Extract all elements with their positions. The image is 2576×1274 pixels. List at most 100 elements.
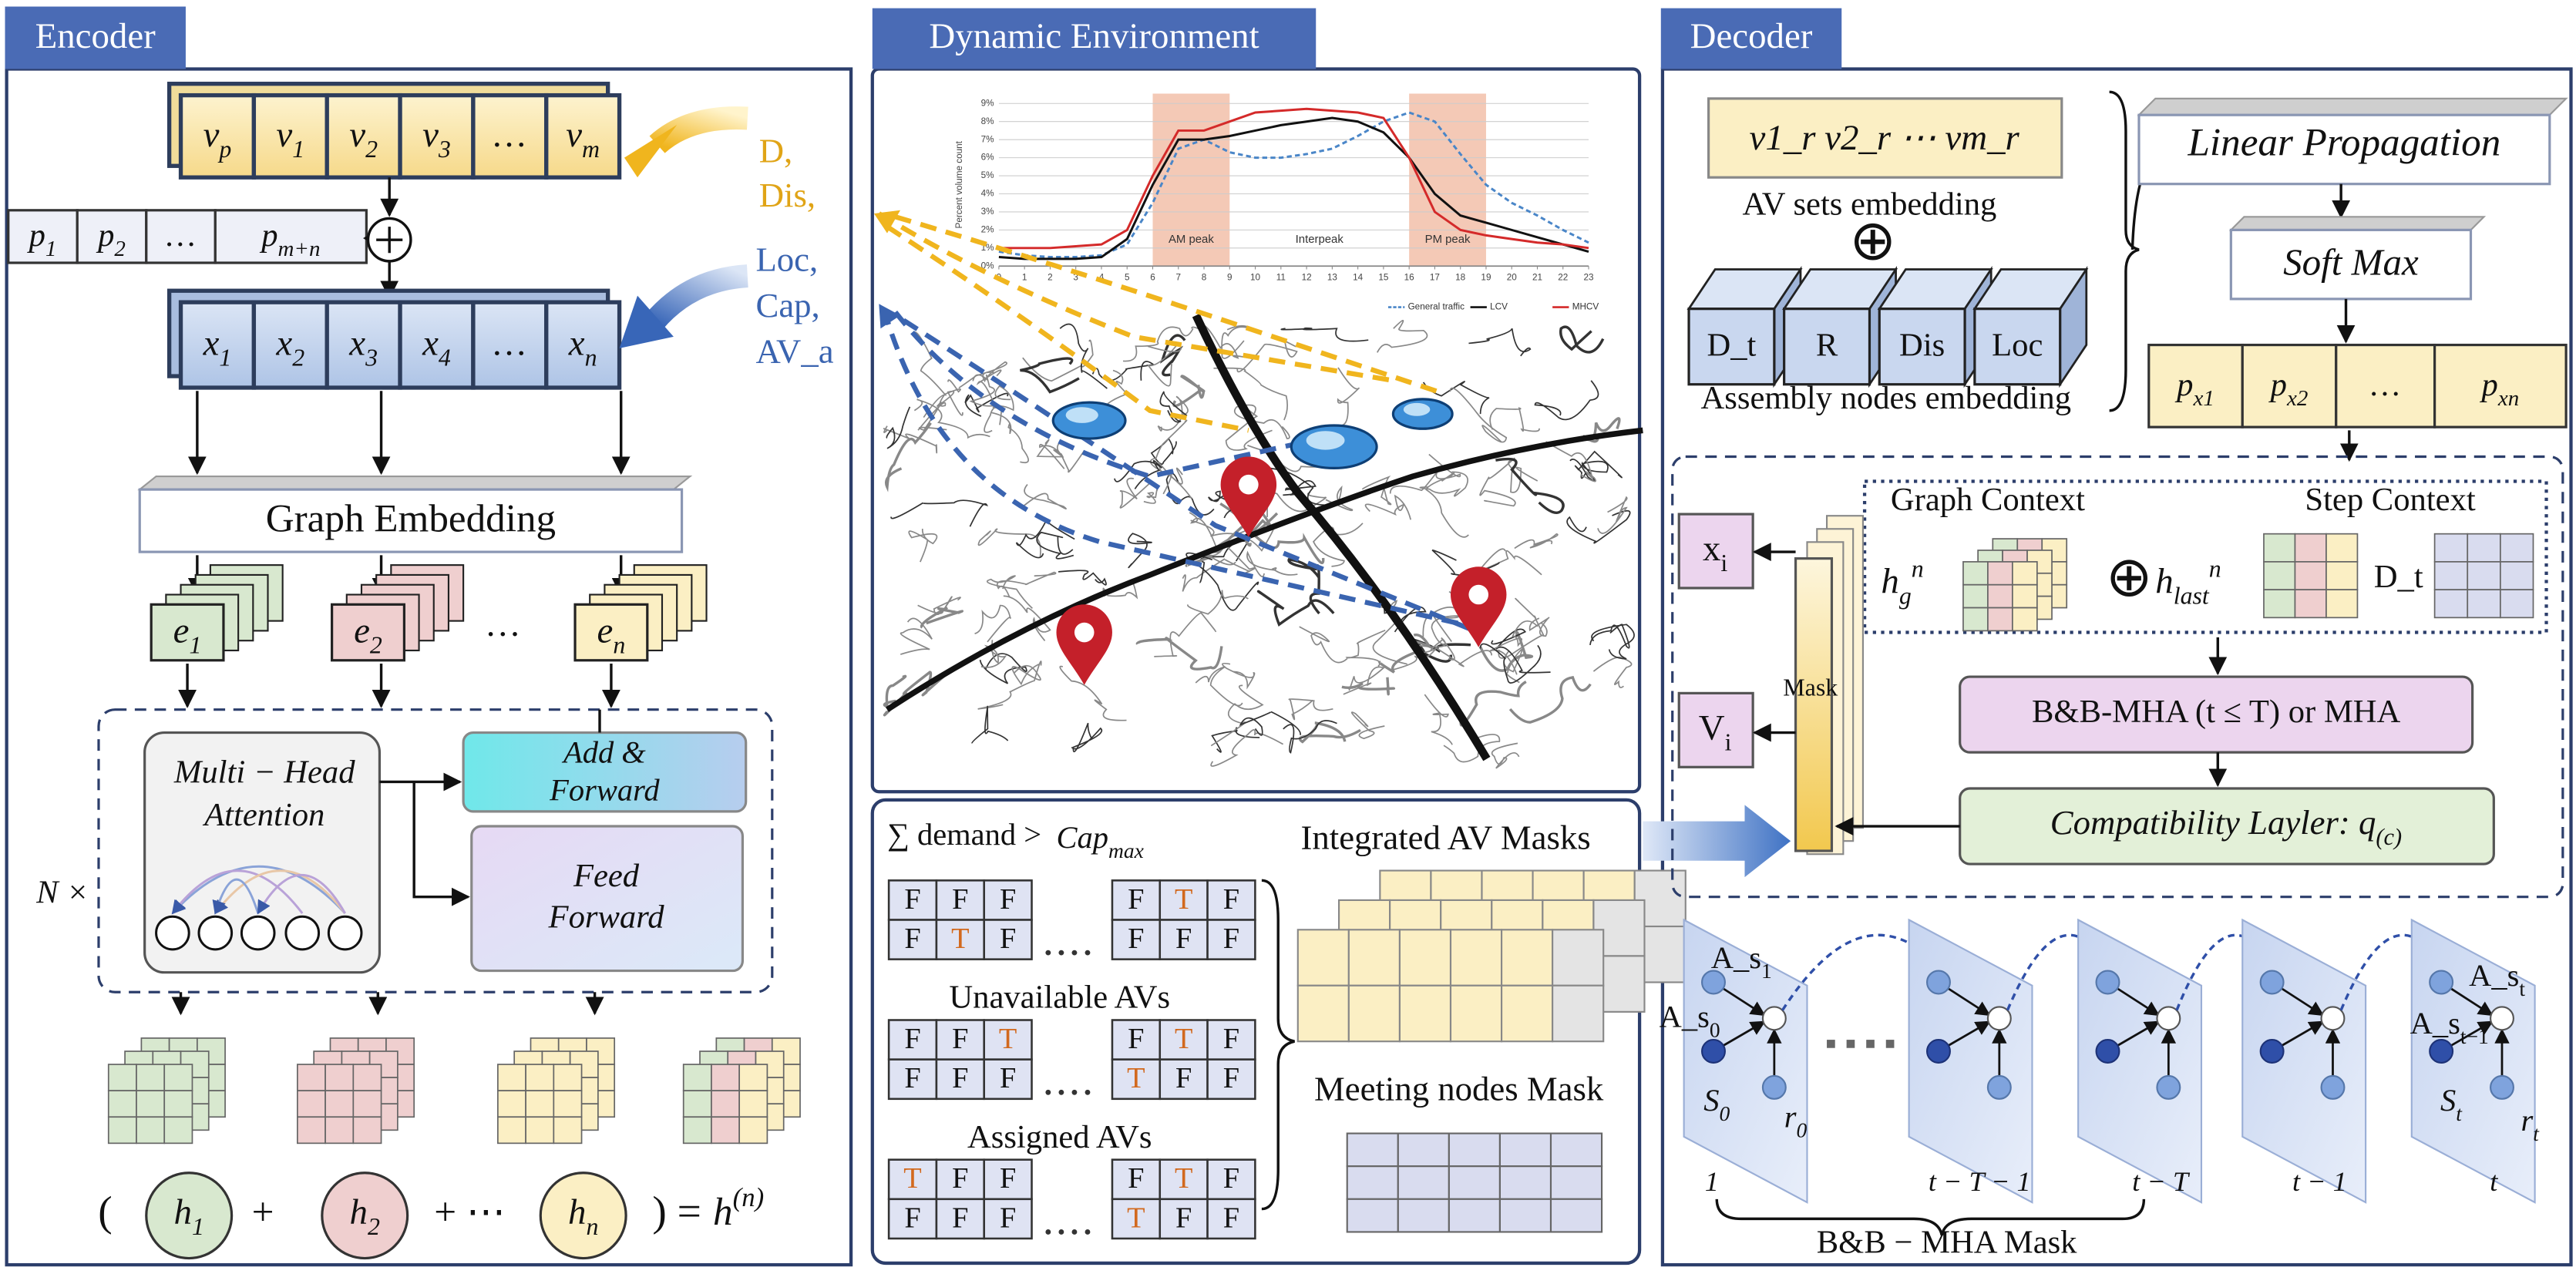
time-plane xyxy=(2241,918,2367,1204)
static-input: D, xyxy=(759,132,793,170)
street xyxy=(1150,437,1177,465)
h-cube xyxy=(136,1064,166,1092)
mask-cell xyxy=(887,919,938,960)
street xyxy=(1039,440,1065,469)
label-sub: 2 xyxy=(370,631,382,658)
label-sup: n xyxy=(2209,556,2221,583)
prob-label: px2 xyxy=(2268,367,2309,411)
street xyxy=(1508,459,1539,493)
mask-cell xyxy=(983,919,1033,960)
vi-label: Vi xyxy=(1699,708,1732,755)
x-tick-label: 20 xyxy=(1507,272,1518,282)
pin-dot xyxy=(1239,474,1259,495)
step-label: D_t xyxy=(2374,559,2423,595)
h-cube xyxy=(107,1116,137,1145)
peak-band xyxy=(1152,93,1230,267)
h-cube xyxy=(297,1116,326,1145)
mask-value: F xyxy=(1175,1062,1192,1094)
y-tick-label: 8% xyxy=(981,116,994,126)
label-sup: n xyxy=(1912,556,1924,583)
x-cell xyxy=(251,300,329,390)
label-base: p xyxy=(2480,367,2498,403)
context-cube xyxy=(1987,561,2013,586)
context-cube xyxy=(2012,561,2038,586)
prob-cell xyxy=(2241,343,2338,429)
label-base: h xyxy=(174,1192,192,1232)
h-cube xyxy=(711,1064,741,1092)
street xyxy=(1459,680,1527,727)
route-static xyxy=(877,211,1397,384)
meeting-mask-cell xyxy=(1346,1198,1399,1233)
v-label: vp xyxy=(203,115,232,163)
add-label: Add & xyxy=(561,735,646,770)
street xyxy=(1341,677,1396,696)
street xyxy=(1313,523,1364,567)
street xyxy=(1222,662,1256,690)
mask-cell xyxy=(1206,1058,1256,1101)
label-base: v xyxy=(422,115,439,155)
legend-label: General traffic xyxy=(1408,302,1465,312)
street xyxy=(969,374,997,407)
mask-cell xyxy=(887,1198,938,1240)
mask-value: T xyxy=(1175,1023,1192,1055)
y-tick-label: 6% xyxy=(981,153,994,163)
attention-node xyxy=(240,915,276,951)
h-cube xyxy=(682,1064,712,1092)
graph-embedding-label: Graph Embedding xyxy=(266,496,556,540)
meeting-mask-cell xyxy=(1448,1165,1501,1200)
context-cube xyxy=(2012,583,2038,609)
step-cell xyxy=(2500,533,2534,563)
label-base: p xyxy=(27,217,45,254)
step-cell xyxy=(2294,533,2327,563)
node-front xyxy=(1687,308,1776,386)
step-cell xyxy=(2467,561,2501,590)
brace xyxy=(1261,879,1295,1211)
h-cube xyxy=(325,1064,355,1092)
label-sub: 1 xyxy=(192,1213,204,1240)
feed-label: Feed xyxy=(573,858,640,894)
street xyxy=(964,392,1009,417)
legend-label: LCV xyxy=(1490,302,1508,312)
series-line xyxy=(998,111,1589,259)
street xyxy=(1508,676,1592,724)
context-label: Graph Context xyxy=(1891,482,2085,518)
embedding-front xyxy=(150,603,225,662)
mask-front xyxy=(1794,557,1834,852)
integrated-mask-cell xyxy=(1500,929,1554,987)
transition xyxy=(1781,933,1940,1011)
h-cube xyxy=(525,1064,555,1092)
label-base: e xyxy=(173,610,190,650)
integrated-mask-cell xyxy=(1552,929,1605,987)
mask-value: F xyxy=(1223,1202,1239,1234)
street xyxy=(986,575,1033,610)
y-tick-label: 3% xyxy=(981,207,994,217)
pin-dot xyxy=(1468,584,1489,605)
street xyxy=(885,422,932,492)
label-sub: 1 xyxy=(1761,959,1772,983)
street xyxy=(1468,328,1532,357)
street xyxy=(1011,664,1041,686)
meeting-mask-cell xyxy=(1397,1132,1450,1168)
softmax-box xyxy=(2229,228,2473,301)
graph-node xyxy=(2490,1074,2514,1100)
x-tick-label: 21 xyxy=(1532,272,1542,282)
context-label: Step Context xyxy=(2305,482,2475,518)
h-cube xyxy=(497,1116,526,1145)
y-axis-label: Percent volume count xyxy=(954,140,964,228)
x-label: x4 xyxy=(422,323,451,371)
mask-value: F xyxy=(1128,923,1144,955)
route-static xyxy=(894,214,1447,397)
h-cube xyxy=(297,1064,326,1092)
h-node xyxy=(145,1171,234,1260)
band-label: AM peak xyxy=(1169,234,1214,246)
street xyxy=(1528,617,1550,637)
p-label: p1 xyxy=(27,217,57,261)
label-sub: t−1 xyxy=(2460,1024,2489,1048)
encoder-panel xyxy=(5,67,853,1267)
location-pin xyxy=(1450,566,1507,647)
street xyxy=(1143,487,1159,504)
label-base: x xyxy=(275,323,292,363)
step-cell xyxy=(2433,561,2469,590)
h-cube xyxy=(352,1090,382,1118)
add-box xyxy=(462,731,748,813)
